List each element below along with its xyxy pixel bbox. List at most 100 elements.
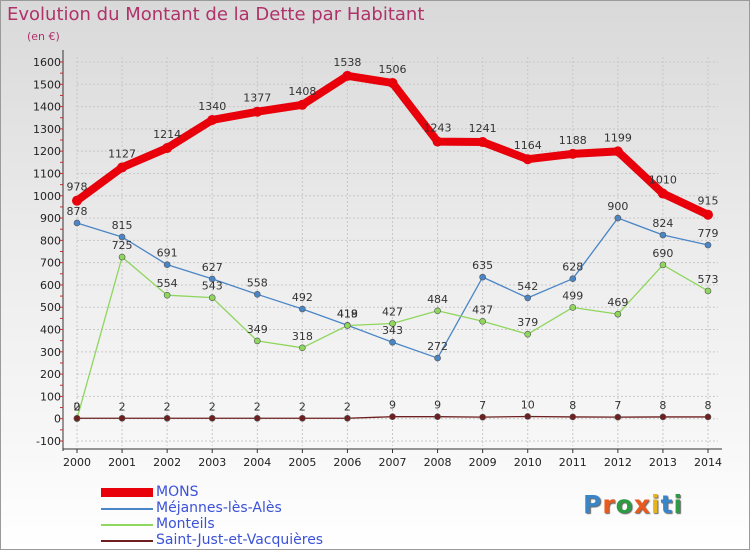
legend-swatch-mejannes — [101, 508, 153, 510]
data-label-saint-just-et-vacquieres: 8 — [569, 399, 576, 412]
data-point-mejannes-les-ales — [208, 275, 216, 283]
data-label-mons: 1127 — [108, 147, 136, 160]
y-tick-label: 800 — [40, 234, 61, 247]
data-point-mons — [703, 209, 713, 220]
data-label-monteils: 418 — [337, 308, 358, 321]
data-label-mons: 1241 — [469, 122, 497, 135]
x-tick-label: 2009 — [469, 456, 497, 469]
y-tick-label: -100 — [36, 435, 61, 448]
data-label-saint-just-et-vacquieres: 2 — [164, 400, 171, 413]
data-point-saint-just-et-vacquieres — [163, 414, 171, 422]
data-point-mons — [432, 136, 443, 147]
data-point-mejannes-les-ales — [389, 338, 396, 346]
data-point-saint-just-et-vacquieres — [659, 413, 667, 421]
x-tick-label: 2002 — [153, 456, 181, 469]
x-tick-label: 2013 — [649, 456, 677, 469]
x-tick-label: 2010 — [514, 456, 542, 469]
data-label-monteils: 543 — [202, 280, 223, 293]
data-point-mons — [207, 114, 218, 125]
data-point-mons — [117, 162, 128, 173]
data-point-mejannes-les-ales — [524, 294, 532, 302]
data-label-monteils: 379 — [517, 316, 538, 329]
legend-swatch-saint-just — [101, 540, 153, 542]
data-label-mejannes-les-ales: 627 — [202, 261, 223, 274]
data-point-monteils — [389, 320, 396, 327]
data-label-mejannes-les-ales: 878 — [67, 205, 88, 218]
data-point-monteils — [659, 261, 667, 269]
axes: -100010020030040050060070080090010001100… — [33, 50, 722, 469]
data-label-saint-just-et-vacquieres: 8 — [705, 399, 712, 412]
data-point-mons — [657, 188, 668, 199]
y-unit-label: (en €) — [27, 30, 60, 43]
data-point-mons — [342, 70, 353, 81]
data-label-mejannes-les-ales: 558 — [247, 276, 268, 289]
y-tick-label: 0 — [54, 413, 61, 426]
data-point-monteils — [704, 287, 712, 295]
x-tick-label: 2004 — [243, 456, 271, 469]
legend-swatch-monteils — [101, 524, 153, 526]
data-label-saint-just-et-vacquieres: 2 — [254, 400, 261, 413]
data-point-monteils — [434, 307, 441, 315]
data-label-mons: 1188 — [559, 134, 587, 147]
data-point-mons — [477, 137, 488, 148]
data-point-mejannes-les-ales — [614, 214, 622, 222]
data-point-mejannes-les-ales — [704, 241, 712, 249]
data-point-mejannes-les-ales — [73, 219, 81, 227]
data-point-monteils — [253, 337, 261, 345]
data-label-mejannes-les-ales: 343 — [382, 324, 403, 337]
data-point-mejannes-les-ales — [479, 273, 486, 281]
data-label-monteils: 499 — [562, 289, 583, 302]
data-point-monteils — [479, 317, 486, 325]
legend-label-mons: MONS — [156, 484, 199, 500]
chart-title: Evolution du Montant de la Dette par Hab… — [7, 4, 425, 25]
data-point-mons — [387, 77, 398, 88]
data-point-saint-just-et-vacquieres — [299, 414, 306, 422]
data-label-saint-just-et-vacquieres: 9 — [434, 399, 441, 412]
data-label-monteils: 437 — [472, 303, 493, 316]
data-label-mejannes-les-ales: 419 — [337, 307, 358, 320]
data-point-mons — [567, 148, 578, 159]
data-point-mejannes-les-ales — [299, 305, 306, 313]
data-label-monteils: 690 — [652, 247, 673, 260]
y-tick-label: 600 — [40, 279, 61, 292]
data-label-mons: 1538 — [333, 56, 361, 69]
x-tick-label: 2006 — [333, 456, 361, 469]
data-point-saint-just-et-vacquieres — [118, 414, 126, 422]
data-point-mejannes-les-ales — [569, 275, 577, 282]
x-tick-label: 2005 — [288, 456, 316, 469]
data-point-monteils — [163, 291, 171, 299]
x-tick-label: 2014 — [694, 456, 722, 469]
data-label-mejannes-les-ales: 542 — [517, 280, 538, 293]
y-tick-label: 1100 — [33, 167, 61, 180]
data-label-saint-just-et-vacquieres: 9 — [389, 399, 396, 412]
data-label-saint-just-et-vacquieres: 7 — [479, 399, 486, 412]
data-point-saint-just-et-vacquieres — [524, 413, 532, 420]
x-tick-label: 2003 — [198, 456, 226, 469]
data-point-mons — [297, 99, 308, 110]
y-tick-label: 1400 — [33, 101, 61, 114]
data-label-mons: 1199 — [604, 131, 632, 144]
grid — [76, 57, 718, 446]
data-label-saint-just-et-vacquieres: 2 — [119, 400, 126, 413]
data-label-mons: 1243 — [424, 122, 452, 135]
x-tick-label: 2008 — [424, 456, 452, 469]
data-point-saint-just-et-vacquieres — [389, 413, 396, 420]
data-point-mons — [612, 146, 623, 157]
data-point-monteils — [344, 322, 351, 329]
data-label-saint-just-et-vacquieres: 2 — [344, 400, 351, 413]
y-tick-label: 400 — [40, 324, 61, 337]
data-label-monteils: 725 — [112, 239, 133, 252]
data-label-mons: 915 — [698, 195, 719, 208]
x-tick-label: 2007 — [379, 456, 407, 469]
data-point-saint-just-et-vacquieres — [614, 413, 622, 421]
proxiti-logo: Proxiti — [583, 490, 684, 519]
data-label-saint-just-et-vacquieres: 2 — [74, 400, 81, 413]
data-point-monteils — [614, 310, 622, 318]
legend-label-saint-just: Saint-Just-et-Vacquières — [156, 532, 324, 548]
data-point-mejannes-les-ales — [163, 261, 171, 268]
x-tick-label: 2001 — [108, 456, 136, 469]
data-point-mejannes-les-ales — [434, 354, 441, 362]
data-label-mejannes-les-ales: 779 — [698, 227, 719, 240]
